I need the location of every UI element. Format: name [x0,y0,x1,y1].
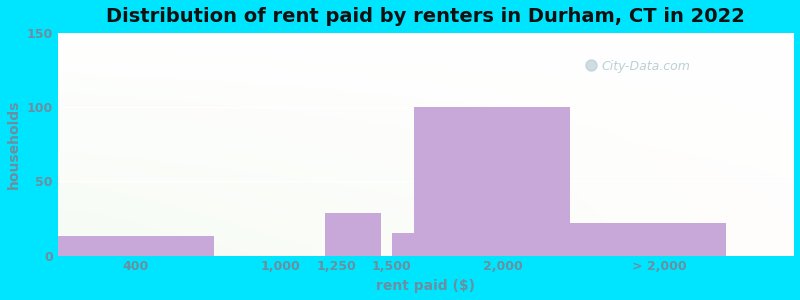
Y-axis label: households: households [7,100,21,189]
Bar [414,107,570,256]
Title: Distribution of rent paid by renters in Durham, CT in 2022: Distribution of rent paid by renters in … [106,7,745,26]
Bar [325,213,381,256]
Bar [570,223,726,256]
Bar [392,233,414,256]
Text: City-Data.com: City-Data.com [602,60,690,73]
X-axis label: rent paid ($): rent paid ($) [376,279,475,293]
Bar [58,236,214,256]
